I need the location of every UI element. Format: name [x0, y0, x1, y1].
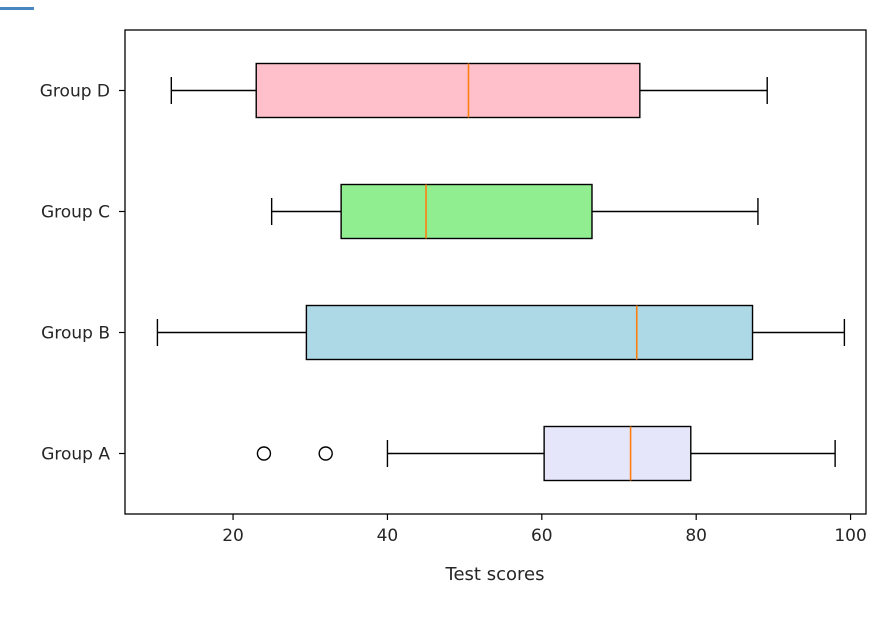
- plot-frame: [124, 29, 867, 515]
- box-iqr: [255, 62, 641, 119]
- x-tick-label: 80: [685, 526, 707, 546]
- outlier-point: [318, 446, 333, 461]
- y-tick-label: Group A: [41, 445, 110, 465]
- box-iqr: [543, 425, 692, 482]
- y-tick-label: Group B: [41, 324, 110, 344]
- y-axis-ticks: Group A Group B Group C Group D: [40, 82, 125, 465]
- x-tick-label: 100: [834, 526, 866, 546]
- y-tick-label: Group D: [40, 82, 110, 102]
- box-iqr: [340, 183, 593, 240]
- x-tick-label: 60: [531, 526, 553, 546]
- box-iqr: [305, 304, 754, 361]
- box-group-group-d: [170, 62, 768, 119]
- x-axis-label: Test scores: [445, 564, 545, 585]
- boxes-layer: [156, 62, 846, 482]
- box-group-group-b: [156, 304, 846, 361]
- y-tick-label: Group C: [41, 203, 110, 223]
- box-group-group-c: [270, 183, 759, 240]
- outlier-point: [256, 446, 272, 461]
- box-group-group-a: [256, 425, 836, 482]
- corner-indicator: [0, 0, 34, 10]
- x-tick-label: 20: [222, 526, 244, 546]
- x-tick-label: 40: [377, 526, 399, 546]
- x-axis-ticks: 20 40 60 80 100: [222, 514, 867, 546]
